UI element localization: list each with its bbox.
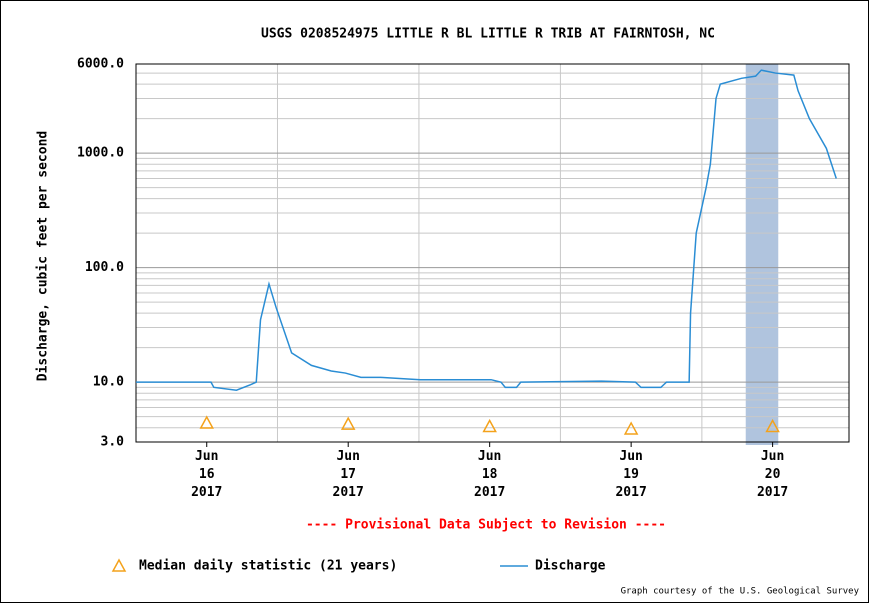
y-tick-label: 6000.0 (77, 57, 124, 72)
median-marker (623, 421, 639, 435)
y-tick-label: 100.0 (85, 260, 124, 275)
y-tick-label: 1000.0 (77, 146, 124, 161)
median-marker (340, 416, 356, 430)
y-tick-label: 3.0 (101, 435, 125, 450)
x-tick-label: Jun 20 2017 (756, 449, 789, 500)
legend-label: Discharge (535, 559, 606, 574)
legend-marker (111, 558, 127, 572)
annotation: ---- Provisional Data Subject to Revisio… (306, 518, 666, 533)
y-tick-label: 10.0 (93, 375, 124, 390)
x-tick-label: Jun 19 2017 (615, 449, 647, 500)
median-marker (482, 418, 497, 433)
x-tick-label: Jun 17 2017 (332, 449, 364, 500)
footer: Graph courtesy of the U.S. Geological Su… (621, 587, 860, 597)
legend-label: Median daily statistic (21 years) (139, 559, 397, 574)
discharge-line (136, 69, 837, 391)
y-axis-label: Discharge, cubic feet per second (36, 131, 51, 381)
highlight-band (745, 64, 779, 445)
median-marker (199, 415, 214, 429)
median-marker (765, 418, 780, 433)
plot-frame (135, 63, 850, 443)
x-tick-label: Jun 16 2017 (191, 449, 223, 500)
x-tick-label: Jun 18 2017 (474, 449, 506, 500)
chart-title: USGS 0208524975 LITTLE R BL LITTLE R TRI… (261, 27, 715, 42)
